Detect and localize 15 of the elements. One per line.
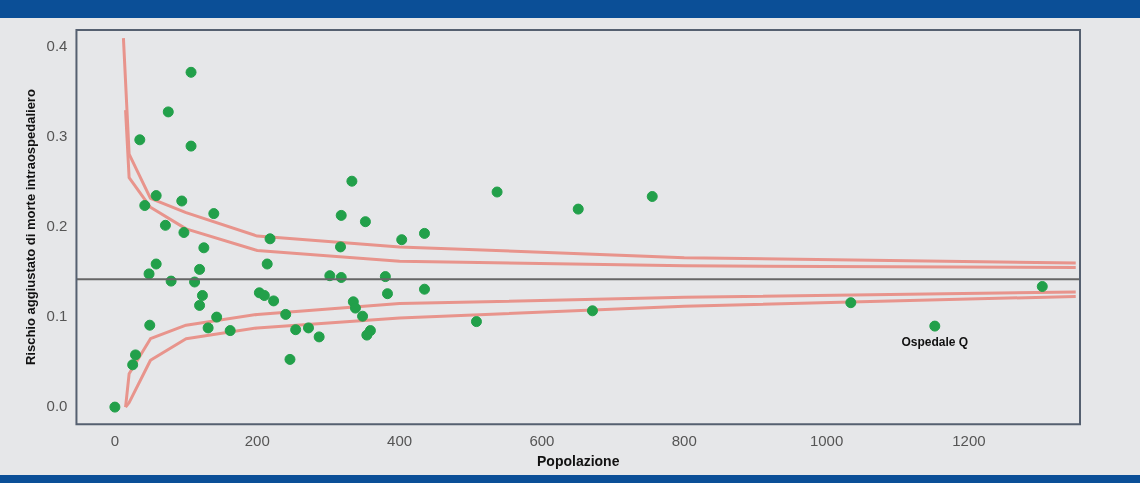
x-tick-label: 1200 bbox=[952, 432, 986, 450]
y-tick-label: 0.3 bbox=[46, 127, 68, 145]
x-tick-label: 0 bbox=[110, 432, 120, 450]
x-tick-label: 1000 bbox=[809, 432, 844, 450]
y-tick-label: 0.4 bbox=[46, 37, 68, 55]
y-tick-label: 0.1 bbox=[46, 307, 68, 325]
x-tick-label: 400 bbox=[387, 432, 413, 450]
y-axis-title: Rischio aggiustato di morte intraospedaliero bbox=[23, 89, 39, 366]
x-tick-label: 600 bbox=[529, 432, 555, 450]
annotation: Ospedale Q bbox=[901, 335, 969, 350]
x-tick-label: 800 bbox=[671, 432, 697, 450]
x-axis-title: Popolazione bbox=[537, 453, 620, 470]
y-tick-label: 0.2 bbox=[46, 217, 68, 235]
y-tick-label: 0.0 bbox=[46, 397, 68, 415]
x-tick-label: 200 bbox=[244, 432, 270, 450]
